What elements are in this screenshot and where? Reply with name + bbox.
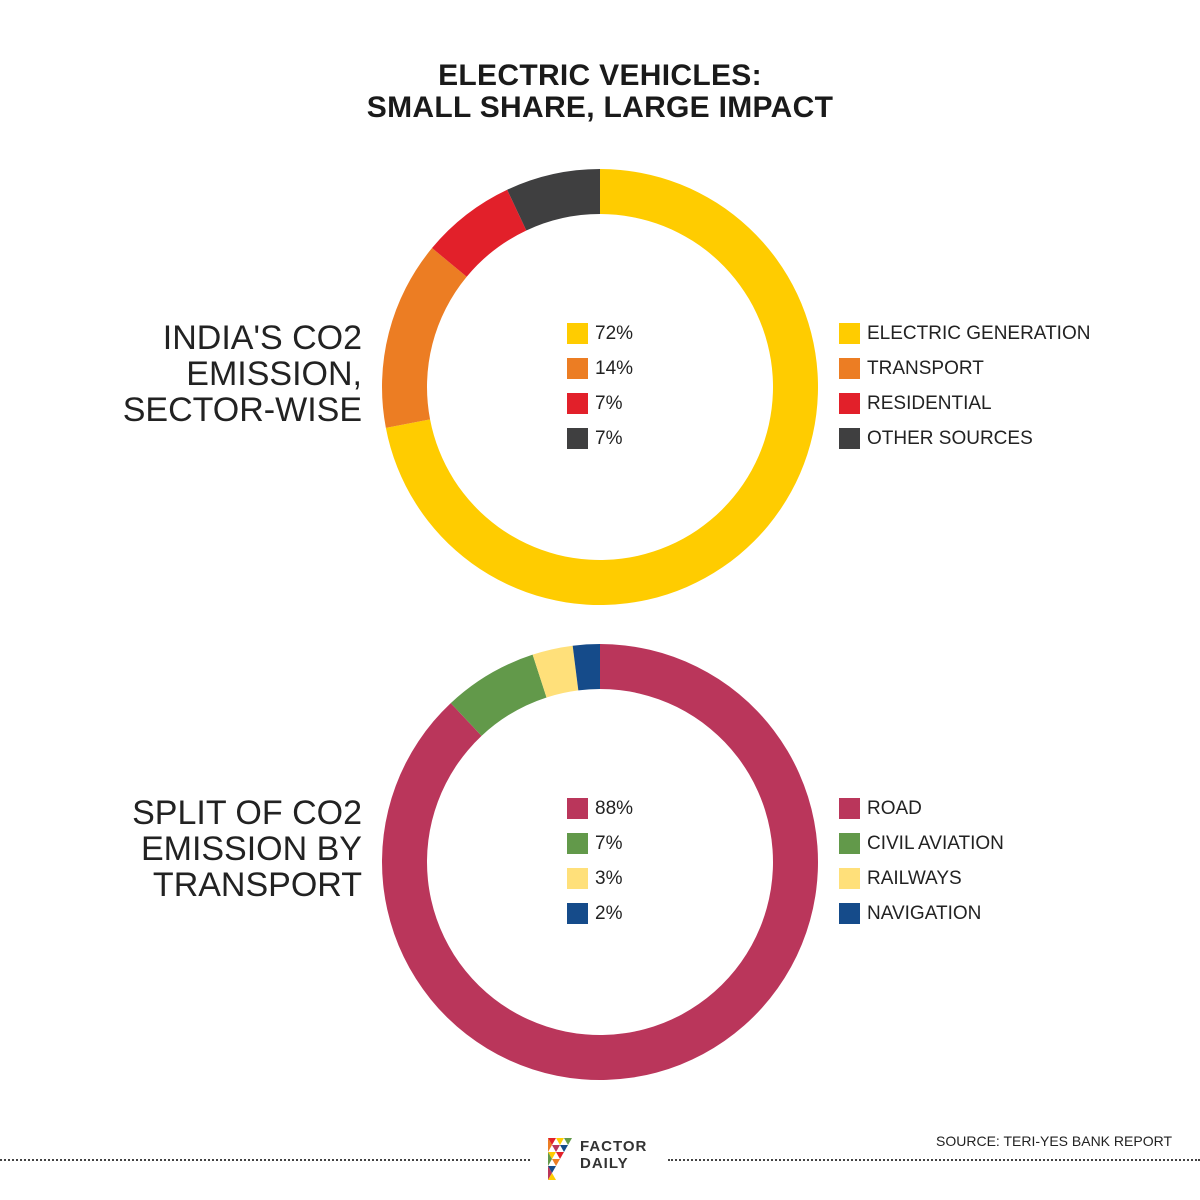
- legend-swatch: [567, 358, 588, 379]
- chart-1-legend-label-other-sources: OTHER SOURCES: [867, 428, 1033, 449]
- legend-swatch: [839, 428, 860, 449]
- title-line-2: SMALL SHARE, LARGE IMPACT: [366, 91, 834, 124]
- logo-line-2: DAILY: [580, 1155, 629, 1172]
- chart-1-slice-residential: [432, 189, 527, 277]
- chart-2-legend-label-civil-aviation: CIVIL AVIATION: [867, 833, 1004, 854]
- chart-2-legend-label-navigation: NAVIGATION: [867, 903, 982, 924]
- chart-1-data-label-residential: 7%: [595, 393, 623, 414]
- chart-1-data-label-electric-generation: 72%: [595, 323, 634, 344]
- chart-2-legend-label-road: ROAD: [867, 798, 922, 819]
- factor-daily-logo-icon: [548, 1138, 572, 1180]
- chart-1-title-line-1: INDIA'S CO2: [162, 319, 362, 357]
- chart-2-title-line-1: SPLIT OF CO2: [132, 794, 362, 832]
- factor-daily-logo: FACTOR DAILY: [546, 1136, 666, 1186]
- chart-1-slice-transport: [382, 248, 467, 428]
- legend-swatch: [839, 798, 860, 819]
- chart-1-legend-label-transport: TRANSPORT: [867, 358, 984, 379]
- logo-line-1: FACTOR: [580, 1138, 648, 1155]
- chart-2-title-line-3: TRANSPORT: [152, 866, 362, 904]
- chart-2-legend-label-railways: RAILWAYS: [867, 868, 962, 889]
- footer-divider-right: [668, 1159, 1200, 1161]
- legend-swatch: [839, 393, 860, 414]
- legend-swatch: [567, 323, 588, 344]
- legend-swatch: [567, 868, 588, 889]
- chart-1-title-line-2: EMISSION,: [186, 355, 362, 393]
- chart-2-title: SPLIT OF CO2 EMISSION BY TRANSPORT: [60, 795, 362, 903]
- title-line-1: ELECTRIC VEHICLES:: [438, 59, 762, 92]
- chart-2-data-label-road: 88%: [595, 798, 634, 819]
- chart-1-data-label-transport: 14%: [595, 358, 634, 379]
- chart-2-data-label-civil-aviation: 7%: [595, 833, 623, 854]
- chart-2-data-label-railways: 3%: [595, 868, 623, 889]
- chart-1-title-line-3: SECTOR-WISE: [122, 391, 362, 429]
- chart-1-legend-label-residential: RESIDENTIAL: [867, 393, 992, 414]
- legend-swatch: [567, 393, 588, 414]
- legend-swatch: [567, 833, 588, 854]
- legend-swatch: [839, 323, 860, 344]
- chart-1-slice-other-sources: [507, 169, 600, 231]
- chart-1-legend-label-electric-generation: ELECTRIC GENERATION: [867, 323, 1091, 344]
- legend-swatch: [839, 358, 860, 379]
- chart-2-data-label-navigation: 2%: [595, 903, 623, 924]
- chart-2-title-line-2: EMISSION BY: [140, 830, 362, 868]
- legend-swatch: [567, 428, 588, 449]
- source-note: SOURCE: TERI-YES BANK REPORT: [936, 1133, 1172, 1149]
- legend-swatch: [839, 903, 860, 924]
- legend-swatch: [567, 798, 588, 819]
- legend-swatch: [839, 833, 860, 854]
- footer-divider-left: [0, 1159, 530, 1161]
- chart-1-title: INDIA'S CO2 EMISSION, SECTOR-WISE: [60, 320, 362, 428]
- legend-swatch: [567, 903, 588, 924]
- page-title: ELECTRIC VEHICLES: SMALL SHARE, LARGE IM…: [0, 60, 1200, 124]
- chart-1-data-label-other-sources: 7%: [595, 428, 623, 449]
- legend-swatch: [839, 868, 860, 889]
- factor-daily-logo-text: FACTOR DAILY: [580, 1138, 647, 1172]
